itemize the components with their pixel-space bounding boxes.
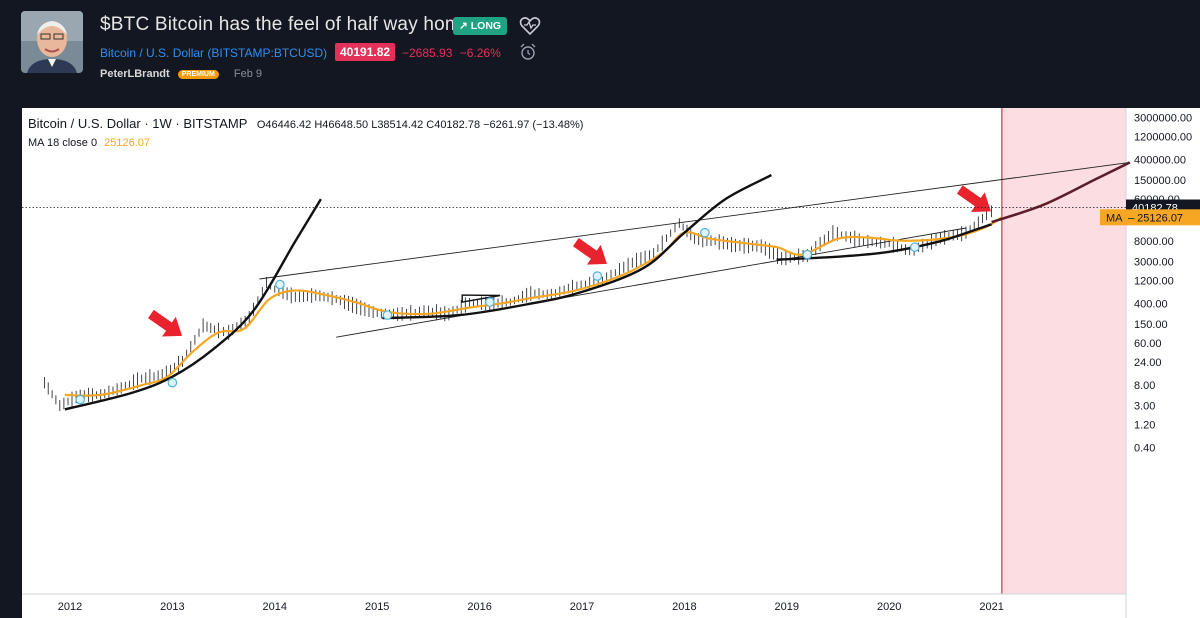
y-tick-label: 8000.00 [1134, 236, 1174, 248]
x-tick-label: 2021 [979, 601, 1003, 613]
red-arrow-icon [956, 185, 991, 212]
chart-legend-ma: MA 18 close 0 25126.07 [28, 137, 150, 149]
legend-exchange: BITSTAMP [183, 116, 248, 131]
signal-marker [485, 297, 495, 307]
signal-marker [592, 271, 603, 281]
y-tick-label: 8.00 [1134, 380, 1155, 392]
y-tick-label: 150.00 [1134, 319, 1168, 331]
chart-canvas[interactable]: 3000000.00 1200000.00 400000.00 150000.00 60… [22, 108, 1200, 618]
price-bars [43, 205, 992, 412]
projection-curve [991, 161, 1131, 224]
legend-ma-label: MA 18 close 0 [28, 137, 98, 149]
ma-price-tag: – 25126.07 [1128, 212, 1183, 224]
premium-badge: PREMIUM [177, 70, 219, 79]
idea-title: $BTC Bitcoin has the feel of half way ho… [100, 14, 472, 35]
y-tick-label: 3.00 [1134, 401, 1155, 413]
ma-price-tag-bg [1100, 209, 1200, 226]
legend-sep-2: · [175, 116, 180, 131]
legend-ma-value: 25126.07 [104, 137, 151, 149]
signal-marker [382, 310, 393, 320]
author-line: PeterLBrandt PREMIUM Feb 9 [100, 68, 262, 80]
signal-marker [167, 377, 178, 388]
boost-heart-icon[interactable] [519, 16, 541, 36]
red-arrow-shape [148, 309, 183, 337]
legend-symbol: Bitcoin / U.S. Dollar [28, 116, 141, 131]
x-tick-label: 2020 [877, 601, 901, 613]
symbol-line: Bitcoin / U.S. Dollar (BITSTAMP:BTCUSD) [100, 46, 327, 60]
red-arrow-shape [956, 185, 991, 212]
legend-interval: 1W [152, 116, 172, 131]
x-tick-label: 2012 [58, 601, 82, 613]
last-price-badge: 40191.82 [335, 43, 396, 61]
signal-marker [275, 279, 285, 290]
y-tick-label: 3000.00 [1134, 257, 1174, 269]
y-tick-label: 400.00 [1134, 299, 1168, 311]
alarm-clock-icon[interactable] [518, 42, 538, 62]
legend-sep-1: · [144, 116, 149, 131]
y-tick-label: 1200000.00 [1134, 132, 1192, 144]
y-tick-label: 150000.00 [1134, 175, 1186, 187]
parabolic-curve-2 [382, 174, 772, 320]
price-chart[interactable]: 3000000.00 1200000.00 400000.00 150000.00 60… [22, 108, 1200, 618]
symbol-name-link[interactable]: Bitcoin / U.S. Dollar [100, 46, 205, 60]
signal-marker [700, 227, 710, 238]
red-arrow-shape [572, 238, 607, 265]
x-tick-label: 2013 [160, 601, 184, 613]
symbol-ticker-link[interactable]: (BITSTAMP:BTCUSD) [207, 46, 328, 60]
red-arrow-icon [572, 238, 607, 265]
x-tick-label: 2015 [365, 601, 389, 613]
signal-marker [802, 249, 813, 260]
highlight-range [1001, 108, 1126, 594]
price-change-pct: −6.26% [459, 46, 501, 60]
ma-line [64, 216, 1003, 397]
y-tick-label: 1.20 [1134, 420, 1155, 432]
author-name-link[interactable]: PeterLBrandt [100, 68, 170, 80]
x-tick-label: 2018 [672, 601, 696, 613]
x-tick-label: 2014 [263, 601, 287, 613]
legend-ohlc: O46446.42 H46648.50 L38514.42 C40182.78 … [256, 119, 584, 131]
price-change-abs: −2685.93 [402, 46, 453, 60]
x-tick-label: 2019 [775, 601, 799, 613]
x-tick-label: 2016 [467, 601, 491, 613]
x-tick-label: 2017 [570, 601, 594, 613]
author-avatar[interactable] [21, 11, 83, 73]
long-badge-label: LONG [470, 20, 502, 32]
channel-upper-line [259, 161, 1130, 280]
price-change: −2685.93 −6.26% [402, 46, 501, 60]
y-tick-label: 60.00 [1134, 338, 1162, 350]
y-tick-label: 400000.00 [1134, 155, 1186, 167]
y-tick-label: 1200.00 [1134, 276, 1174, 288]
channel-lower-line [336, 227, 967, 338]
red-arrow-icon [148, 309, 183, 337]
publish-date: Feb 9 [233, 68, 263, 80]
idea-header: $BTC Bitcoin has the feel of half way ho… [0, 0, 1200, 108]
arrow-up-right-icon: ↗ [459, 20, 468, 32]
triangle-pattern [461, 294, 501, 303]
y-tick-label: 24.00 [1134, 357, 1162, 369]
parabolic-curve-1 [64, 198, 322, 411]
ma-tag-label: MA [1106, 212, 1123, 224]
y-tick-label: 3000000.00 [1134, 113, 1192, 125]
chart-legend-main: Bitcoin / U.S. Dollar · 1W · BITSTAMP O4… [28, 116, 583, 131]
signal-marker [75, 394, 86, 405]
long-badge: ↗ LONG [453, 17, 508, 35]
signal-marker [909, 242, 920, 252]
y-tick-label: 0.40 [1134, 443, 1155, 455]
